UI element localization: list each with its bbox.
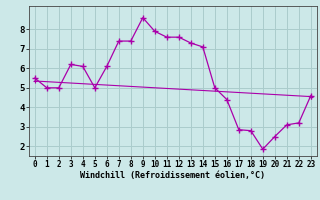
X-axis label: Windchill (Refroidissement éolien,°C): Windchill (Refroidissement éolien,°C) bbox=[80, 171, 265, 180]
